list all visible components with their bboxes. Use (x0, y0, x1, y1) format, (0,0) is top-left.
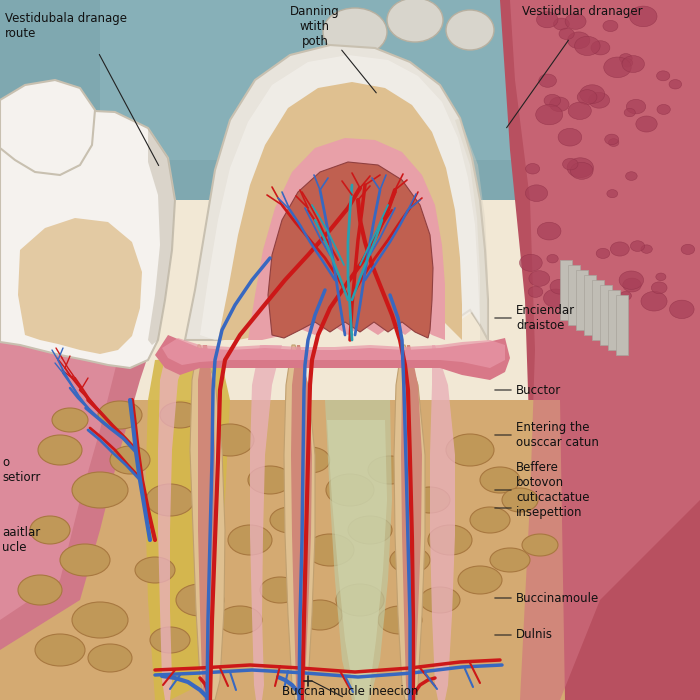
Ellipse shape (629, 6, 657, 27)
Ellipse shape (656, 273, 666, 281)
Ellipse shape (298, 600, 342, 630)
Ellipse shape (228, 525, 272, 555)
Polygon shape (576, 270, 588, 330)
Text: Buccna mucle ineecion: Buccna mucle ineecion (282, 685, 418, 698)
Ellipse shape (547, 254, 558, 263)
Polygon shape (325, 420, 387, 700)
Ellipse shape (519, 254, 542, 272)
Polygon shape (185, 45, 488, 340)
Ellipse shape (596, 248, 610, 258)
Polygon shape (0, 80, 95, 175)
Ellipse shape (578, 90, 597, 104)
Ellipse shape (536, 104, 563, 125)
Ellipse shape (206, 424, 254, 456)
Ellipse shape (38, 435, 82, 465)
Polygon shape (455, 118, 488, 340)
Ellipse shape (559, 28, 574, 40)
Polygon shape (218, 82, 462, 340)
Ellipse shape (248, 466, 292, 494)
Polygon shape (250, 345, 282, 700)
Polygon shape (291, 345, 312, 700)
Ellipse shape (146, 484, 194, 516)
Polygon shape (0, 0, 700, 200)
Ellipse shape (490, 548, 530, 572)
Ellipse shape (538, 222, 561, 240)
Polygon shape (568, 265, 580, 325)
Ellipse shape (470, 507, 510, 533)
Polygon shape (616, 295, 628, 355)
Polygon shape (148, 128, 175, 345)
Ellipse shape (270, 507, 310, 533)
Ellipse shape (603, 20, 618, 32)
Ellipse shape (420, 587, 460, 613)
Ellipse shape (290, 447, 330, 473)
Ellipse shape (387, 0, 443, 42)
Ellipse shape (60, 544, 110, 576)
Ellipse shape (88, 644, 132, 672)
Ellipse shape (641, 291, 667, 311)
Ellipse shape (651, 282, 667, 294)
Ellipse shape (580, 85, 605, 104)
Ellipse shape (669, 80, 682, 89)
Polygon shape (318, 400, 392, 700)
Polygon shape (0, 210, 130, 620)
Ellipse shape (348, 516, 392, 544)
Polygon shape (401, 345, 422, 700)
Ellipse shape (529, 271, 550, 286)
Ellipse shape (657, 104, 671, 115)
Polygon shape (608, 290, 620, 350)
Ellipse shape (610, 242, 629, 256)
Ellipse shape (378, 606, 422, 634)
Ellipse shape (160, 402, 200, 428)
Ellipse shape (568, 102, 592, 120)
Ellipse shape (446, 434, 494, 466)
Ellipse shape (563, 158, 578, 170)
Ellipse shape (544, 94, 561, 107)
Ellipse shape (589, 92, 610, 108)
Ellipse shape (390, 547, 430, 573)
Ellipse shape (526, 185, 547, 202)
Polygon shape (0, 110, 175, 368)
Ellipse shape (601, 310, 615, 321)
Text: Vestiidular dranager: Vestiidular dranager (522, 5, 643, 18)
Ellipse shape (554, 18, 569, 30)
Ellipse shape (558, 128, 582, 146)
Text: Danning
wtith
poth: Danning wtith poth (290, 5, 340, 48)
Text: Dulnis: Dulnis (516, 629, 553, 641)
Ellipse shape (528, 286, 542, 297)
Ellipse shape (620, 291, 631, 300)
Ellipse shape (565, 13, 586, 29)
Ellipse shape (539, 74, 556, 88)
Polygon shape (18, 218, 142, 354)
Ellipse shape (502, 488, 538, 512)
Ellipse shape (480, 467, 520, 493)
Ellipse shape (458, 566, 502, 594)
Ellipse shape (620, 54, 632, 63)
Polygon shape (584, 275, 596, 335)
Ellipse shape (218, 606, 262, 634)
Polygon shape (284, 345, 315, 700)
Polygon shape (560, 260, 572, 320)
Ellipse shape (336, 584, 384, 616)
Ellipse shape (135, 557, 175, 583)
Ellipse shape (622, 55, 645, 73)
Ellipse shape (98, 401, 142, 429)
Ellipse shape (641, 245, 652, 253)
Ellipse shape (550, 279, 570, 294)
Polygon shape (155, 335, 510, 380)
Ellipse shape (622, 59, 633, 67)
Polygon shape (268, 162, 433, 338)
Ellipse shape (543, 289, 568, 307)
Ellipse shape (626, 172, 637, 181)
Ellipse shape (446, 10, 494, 50)
Polygon shape (0, 200, 170, 650)
Text: Buccinamoule: Buccinamoule (516, 592, 599, 605)
Ellipse shape (657, 71, 670, 80)
Polygon shape (394, 345, 425, 700)
Text: aaitlar
ucle: aaitlar ucle (2, 526, 41, 554)
Ellipse shape (570, 162, 593, 179)
Ellipse shape (669, 300, 694, 318)
Ellipse shape (607, 190, 617, 197)
Polygon shape (510, 0, 700, 700)
